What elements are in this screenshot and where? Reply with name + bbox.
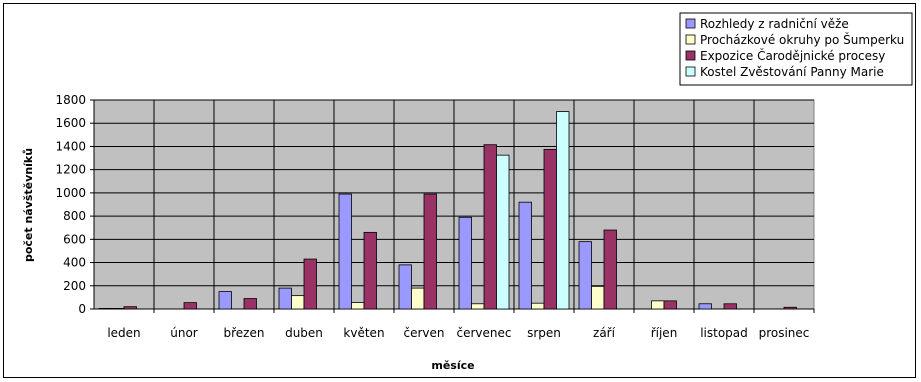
x-tick-label: leden <box>107 326 140 340</box>
bar <box>278 287 292 310</box>
bar <box>531 302 545 310</box>
bar <box>458 216 472 310</box>
y-tick-label: 1400 <box>55 139 86 153</box>
x-axis: leden únor březen duben květen červen červenec… <box>107 309 815 340</box>
x-tick-label: listopad <box>700 326 748 340</box>
bar <box>651 300 665 310</box>
legend-label: Expozice Čarodějnické procesy <box>700 48 885 63</box>
bars <box>98 111 797 310</box>
bar <box>578 241 592 310</box>
legend-swatch <box>685 18 696 29</box>
y-tick-label: 1200 <box>55 163 86 177</box>
bar <box>783 306 797 310</box>
bar <box>411 287 425 310</box>
legend-swatch <box>685 50 696 61</box>
bar <box>243 298 257 310</box>
bar <box>111 308 125 310</box>
y-tick-label: 1600 <box>55 116 86 130</box>
bar <box>398 264 412 310</box>
bar <box>698 303 712 310</box>
bar <box>423 193 437 310</box>
bar <box>123 306 137 310</box>
bar <box>338 193 352 310</box>
bar <box>556 111 570 310</box>
x-tick-label: únor <box>170 326 198 340</box>
legend-swatch <box>685 34 696 45</box>
x-tick-label: září <box>593 326 616 340</box>
y-tick-label: 200 <box>63 279 86 293</box>
x-tick-label: květen <box>343 326 384 340</box>
bar <box>218 291 232 310</box>
x-tick-label: duben <box>285 326 323 340</box>
x-tick-label: srpen <box>527 326 561 340</box>
bar <box>471 303 485 310</box>
bar <box>518 201 532 310</box>
bar <box>496 154 510 310</box>
y-tick-label: 400 <box>63 256 86 270</box>
x-tick-label: prosinec <box>759 326 810 340</box>
bar <box>603 229 617 310</box>
x-tick-label: říjen <box>651 326 678 340</box>
x-axis-title: měsíce <box>431 359 474 372</box>
legend-label: Kostel Zvěstování Panny Marie <box>700 65 884 79</box>
bar <box>591 285 605 310</box>
y-axis-title: počet návštěvníků <box>22 148 35 262</box>
bar <box>291 295 305 310</box>
x-tick-label: červen <box>403 326 444 340</box>
bar <box>183 302 197 310</box>
y-tick-label: 1800 <box>55 93 86 107</box>
bar <box>663 300 677 310</box>
legend-label: Procházkové okruhy po Šumperku <box>700 32 904 47</box>
x-tick-label: březen <box>224 326 265 340</box>
y-tick-label: 600 <box>63 232 86 246</box>
legend-label: Rozhledy z radniční věže <box>700 17 849 31</box>
bar <box>543 148 557 310</box>
bar <box>303 258 317 310</box>
y-tick-label: 800 <box>63 209 86 223</box>
legend-swatch <box>685 66 696 77</box>
x-tick-label: červenec <box>457 326 512 340</box>
grid-lines <box>94 99 814 309</box>
bar <box>723 303 737 310</box>
bar <box>351 302 365 310</box>
legend-box <box>679 12 913 86</box>
bar <box>98 308 112 310</box>
y-tick-label: 1000 <box>55 186 86 200</box>
y-tick-label: 0 <box>78 302 86 316</box>
bar <box>483 144 497 310</box>
bar <box>363 231 377 310</box>
